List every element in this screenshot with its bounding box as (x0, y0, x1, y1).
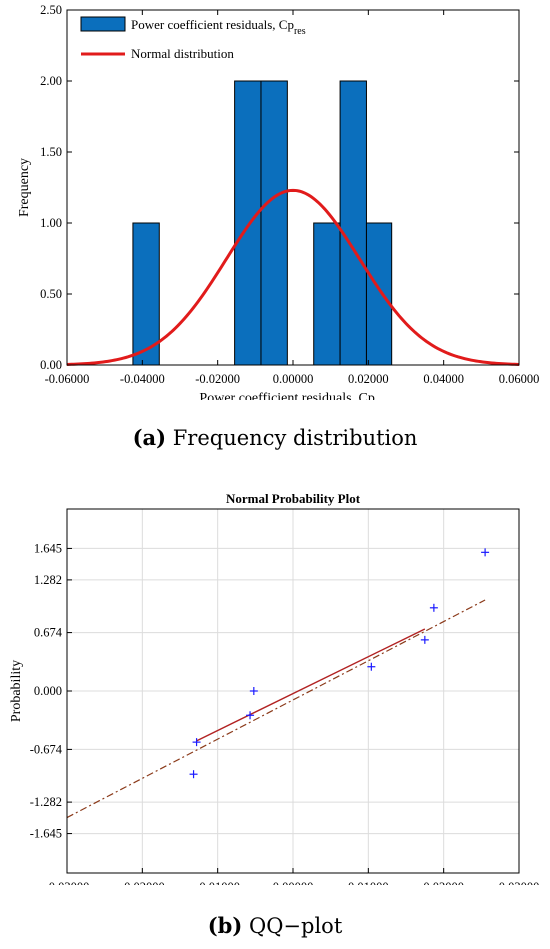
y-tick-label: 0.00 (40, 358, 62, 372)
y-tick-label: 2.00 (40, 74, 62, 88)
legend-label-normal: Normal distribution (131, 46, 234, 61)
caption-a-letter: (a) (132, 425, 167, 450)
x-axis-label: Power coefficient residuals, Cpres (199, 391, 386, 400)
data-point-marker (429, 603, 438, 612)
x-tick-label: 0.04000 (423, 372, 464, 386)
y-tick-label: -0.674 (30, 742, 63, 756)
reference-line (66, 599, 486, 819)
data-point-marker (189, 770, 198, 779)
x-axis-label: Power coefficient residuals, Cpres (199, 884, 386, 885)
histogram-bar (260, 80, 288, 366)
x-tick-label: 0.03000 (499, 880, 540, 885)
x-tick-label: -0.02000 (120, 880, 165, 885)
data-point-marker (420, 635, 429, 644)
y-axis-label: Probability (9, 660, 24, 722)
y-tick-label: 1.282 (34, 573, 62, 587)
caption-b-letter: (b) (207, 913, 243, 938)
y-tick-label: 1.645 (34, 541, 62, 555)
x-tick-label: 0.01000 (348, 880, 389, 885)
y-tick-label: 1.00 (40, 216, 62, 230)
x-tick-label: -0.04000 (120, 372, 165, 386)
x-tick-label: -0.02000 (195, 372, 240, 386)
x-tick-label: 0.02000 (423, 880, 464, 885)
histogram-chart: -0.06000 -0.04000 -0.02000 0.00000 0.02000 0.… (17, 3, 540, 400)
plot-title: Normal Probability Plot (226, 491, 361, 506)
y-tick-label: 1.50 (40, 145, 62, 159)
y-axis-label: Frequency (17, 158, 32, 217)
histogram-bar (234, 80, 262, 366)
x-tick-label: 0.06000 (499, 372, 540, 386)
legend-bar-swatch (80, 16, 126, 32)
data-point-marker (481, 548, 490, 557)
y-tick-label: 2.50 (40, 3, 62, 17)
caption-b: (b) QQ−plot (0, 913, 550, 938)
caption-a: (a) Frequency distribution (0, 425, 550, 450)
legend-label-residuals: Power coefficient residuals, Cpres (131, 17, 306, 37)
y-tick-label: 0.000 (34, 684, 62, 698)
data-point-marker (367, 662, 376, 671)
qq-plot-chart: Normal Probability Plot -0.03000 -0.02000 -… (9, 491, 540, 885)
data-point-marker (192, 738, 201, 747)
y-tick-label: -1.282 (30, 795, 62, 809)
caption-a-text: Frequency distribution (172, 426, 418, 450)
y-tick-label: 0.674 (34, 626, 63, 640)
caption-b-text: QQ−plot (248, 914, 343, 938)
y-tick-label: -1.645 (30, 827, 62, 841)
histogram-bar (132, 222, 160, 366)
histogram-bar (339, 80, 367, 366)
y-tick-label: 0.50 (40, 287, 62, 301)
data-point-marker (249, 687, 258, 695)
x-tick-label: 0.00000 (273, 372, 314, 386)
x-tick-label: 0.02000 (348, 372, 389, 386)
normal-distribution-curve (66, 188, 520, 366)
x-tick-label: -0.03000 (45, 880, 90, 885)
x-tick-label: -0.01000 (195, 880, 240, 885)
histogram-bar (365, 222, 393, 366)
data-point-marker (246, 711, 255, 720)
x-tick-label: -0.06000 (45, 372, 90, 386)
x-tick-label: 0.00000 (273, 880, 314, 885)
fit-line (196, 628, 426, 742)
histogram-bar (313, 222, 341, 366)
